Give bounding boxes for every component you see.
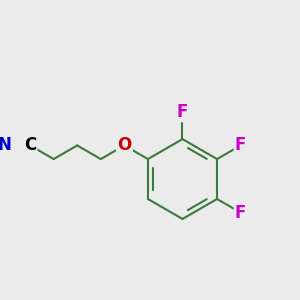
Text: F: F	[177, 103, 188, 121]
Text: C: C	[24, 136, 36, 154]
Text: O: O	[117, 136, 131, 154]
Text: N: N	[0, 136, 11, 154]
Text: F: F	[235, 136, 246, 154]
Text: F: F	[235, 204, 246, 222]
